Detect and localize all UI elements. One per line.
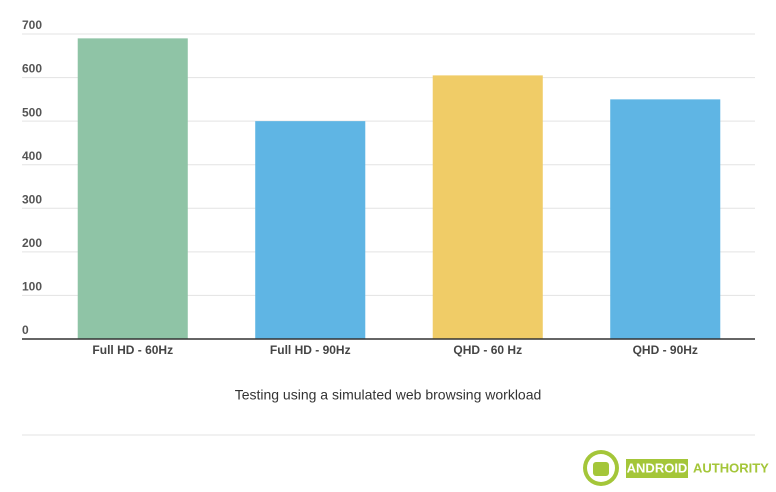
y-tick-label: 100 <box>22 280 42 294</box>
logo-text: AUTHORITY <box>693 460 769 475</box>
logo-box <box>626 459 688 478</box>
bar <box>255 121 366 340</box>
x-tick-label: Full HD - 60Hz <box>92 343 173 357</box>
chart-caption: Testing using a simulated web browsing w… <box>235 387 542 403</box>
logo: ANDROID AUTHORITY <box>583 450 769 486</box>
logo-robot <box>593 462 609 476</box>
y-tick-label: 200 <box>22 236 42 250</box>
y-tick-label: 400 <box>22 149 42 163</box>
x-tick-label: Full HD - 90Hz <box>270 343 351 357</box>
bar <box>77 38 188 339</box>
logo-text: ANDROID <box>627 460 688 475</box>
y-tick-label: 500 <box>22 105 42 119</box>
x-tick-label: QHD - 90Hz <box>633 343 698 357</box>
x-tick-label: QHD - 60 Hz <box>453 343 522 357</box>
y-tick-label: 0 <box>22 323 29 337</box>
y-tick-label: 600 <box>22 62 42 76</box>
bar <box>610 99 721 339</box>
y-tick-label: 700 <box>22 18 42 32</box>
bar <box>432 75 543 340</box>
y-tick-label: 300 <box>22 192 42 206</box>
